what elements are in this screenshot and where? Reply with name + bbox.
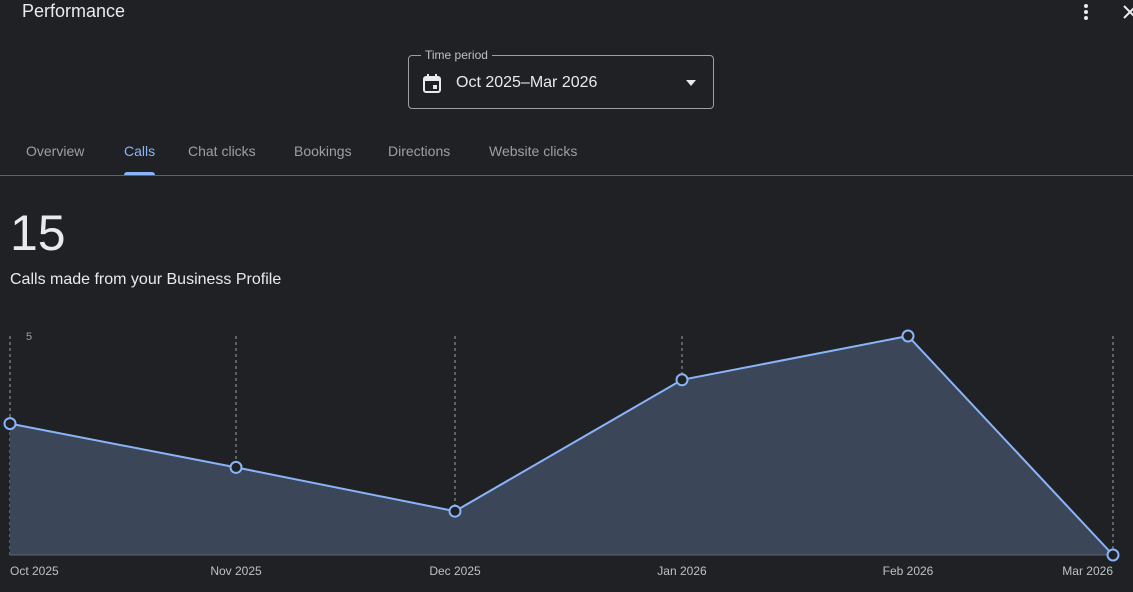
data-point-5	[1106, 548, 1120, 562]
tab-overview[interactable]: Overview	[26, 143, 85, 159]
time-period-value: Oct 2025–Mar 2026	[456, 74, 598, 91]
y-tick-label-0: 5	[26, 331, 32, 343]
series-line	[9, 334, 1114, 556]
time-period-dropdown[interactable]: Time period Oct 2025–Mar 2026	[408, 47, 714, 109]
tab-chat-clicks[interactable]: Chat clicks	[188, 143, 256, 159]
data-point-4	[901, 329, 915, 343]
x-tick-label-4: Feb 2026	[883, 564, 934, 578]
calendar-icon	[423, 74, 441, 93]
x-tick-label-2: Dec 2025	[429, 564, 481, 578]
page-title: Performance	[22, 1, 126, 21]
tab-directions[interactable]: Directions	[388, 143, 451, 159]
tab-bookings[interactable]: Bookings	[294, 143, 352, 159]
metric-caption: Calls made from your Business Profile	[10, 271, 282, 288]
data-point-3	[675, 373, 689, 387]
more-vert-icon	[1084, 4, 1088, 20]
x-tick-label-5: Mar 2026	[1062, 564, 1113, 578]
data-point-2	[448, 504, 462, 518]
close-button[interactable]	[1118, 0, 1133, 24]
series-area	[10, 336, 1113, 555]
tab-calls[interactable]: Calls	[124, 130, 156, 175]
dropdown-caret-icon	[686, 80, 696, 86]
tab-website-clicks[interactable]: Website clicks	[489, 143, 578, 159]
time-period-label: Time period	[421, 47, 492, 63]
metric-total: 15	[10, 205, 66, 261]
close-icon	[1123, 5, 1133, 19]
data-point-1	[229, 460, 243, 474]
x-tick-label-3: Jan 2026	[657, 564, 707, 578]
more-options-button[interactable]	[1074, 0, 1098, 24]
x-tick-label-0: Oct 2025	[10, 564, 59, 578]
x-tick-label-1: Nov 2025	[210, 564, 262, 578]
metric-tabs: Overview Calls Chat clicks Bookings Dire…	[0, 130, 1133, 176]
data-point-0	[3, 417, 17, 431]
